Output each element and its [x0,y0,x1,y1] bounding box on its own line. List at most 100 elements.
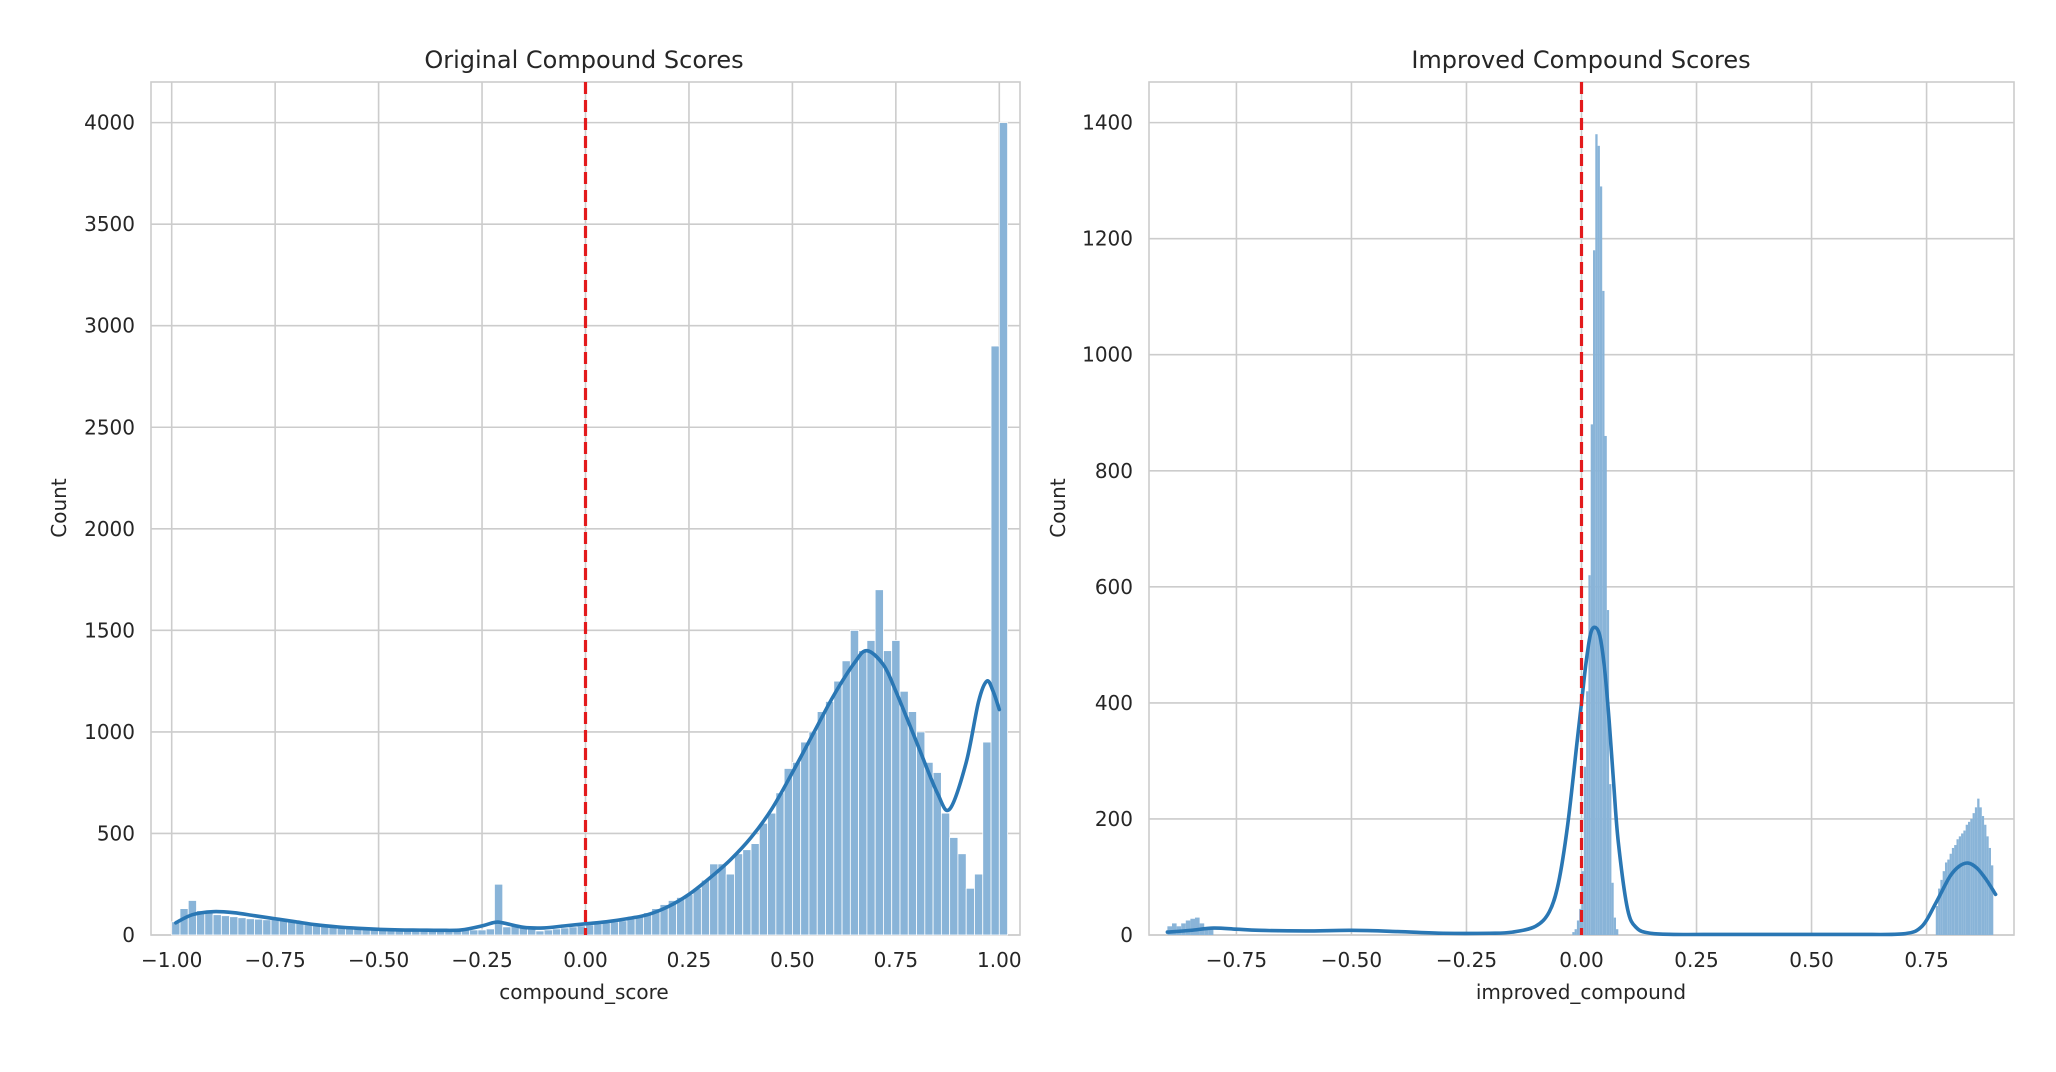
kde-line [1165,625,1998,937]
histogram-bar [783,768,793,936]
histogram-bar [792,761,802,936]
histogram-bar [1606,610,1610,935]
histogram-bar [469,929,479,936]
x-tick-label: 1.00 [977,948,1022,972]
histogram-bar [866,640,876,936]
x-tick-label: 0.00 [1559,948,1604,972]
histogram-bar [1965,824,1968,935]
x-tick-label: −0.75 [244,948,305,972]
histogram-bar [1204,928,1209,935]
histogram-bar [924,761,934,936]
histogram-bar [1970,818,1973,935]
x-tick-label: 0.75 [874,948,919,972]
x-tick-label: 0.50 [1789,948,1834,972]
histogram-bar [1990,865,1994,935]
y-tick-label: 600 [1095,575,1133,599]
histogram-bar [560,927,570,936]
histogram-bar [907,711,917,936]
x-tick-label: 0.75 [1904,948,1949,972]
histogram-bar [1590,424,1594,935]
histogram-bar [1977,798,1980,935]
histogram-bar [758,822,768,936]
histogram-bar [734,853,744,936]
histogram-bar [974,873,984,936]
histogram-bar [1951,847,1955,935]
histogram-bar [874,589,884,936]
histogram-bar [825,701,835,936]
y-tick-label: 1200 [1082,227,1133,251]
histogram-bar [899,690,909,936]
histogram-bar [1599,186,1603,935]
x-tick-label: −0.50 [348,948,409,972]
histogram-bar [204,912,214,936]
histogram-bar [1954,845,1957,935]
histogram-bar [1185,920,1191,935]
chart-title: Improved Compound Scores [1411,46,1750,74]
histogram-bar [593,923,603,936]
histogram-bar [568,926,578,936]
histogram-bar [254,918,264,936]
histogram-bar [998,122,1008,936]
y-tick-label: 1400 [1082,111,1133,135]
histogram-bar [1172,923,1177,935]
x-tick-label: −1.00 [141,948,202,972]
histogram-bar [1947,859,1950,935]
histogram-bar [278,919,288,936]
histogram-bar [1974,807,1978,935]
plot-layer: −1.00 −0.75 −0.50 −0.25 0.00 0.25 0.50 0.75 1.00… [84,81,1022,972]
histogram-bar [742,849,752,936]
x-tick-label: 0.25 [1674,948,1719,972]
histogram-bar [618,920,628,936]
histogram-bar [1595,134,1598,935]
y-axis-label: Count [1046,478,1070,538]
histogram-bar [502,926,512,936]
histogram-bar [1572,932,1575,935]
histogram-bar [1586,691,1589,935]
y-tick-label: 0 [122,923,135,947]
histogram-bar [833,680,843,936]
histogram-bar [940,812,951,936]
histogram-bar [767,812,777,936]
histogram-bar [849,629,860,936]
y-tick-label: 3000 [84,314,135,338]
histogram-bar [1986,836,1989,935]
histogram-bar [1611,882,1614,935]
plot-layer: −0.75 −0.50 −0.25 0.00 0.25 0.50 0.75 0 200 400 60… [1082,81,2015,972]
histogram-bar [1956,839,1959,935]
histogram-bar [883,650,893,936]
histogram-bar [485,928,495,936]
histogram-bar [212,914,222,936]
histogram-bar [1195,917,1200,935]
x-axis-label: compound_score [499,980,668,1004]
histogram-bar [990,345,1000,936]
histogram-bar [1593,250,1596,935]
x-axis-label: improved_compound [1476,980,1686,1004]
x-tick-label: −0.50 [1321,948,1382,972]
histogram-bar [187,900,197,936]
histogram-bar [601,922,611,936]
histogram-bar [1597,145,1600,935]
x-tick-label: 0.25 [667,948,712,972]
histogram-bar [965,887,975,936]
histogram-bar [1938,888,1941,935]
histogram-bar [1958,836,1962,935]
histogram-bar [1574,929,1577,935]
histogram-bar [816,711,826,936]
histogram-bar [229,916,239,936]
histogram-bar [1583,766,1587,935]
histogram-bar [800,741,810,936]
kde-line [174,648,1002,933]
chart-original-compound-scores: −1.00 −0.75 −0.50 −0.25 0.00 0.25 0.50 0.75 1.00… [47,46,1022,1004]
histogram-bar [609,921,620,936]
histogram-bar [1988,847,1991,935]
histogram-bar [262,919,272,936]
histogram-bar [494,883,504,936]
histogram-bar [982,741,992,936]
histogram-bar [1944,862,1948,935]
histogram-bar [1942,871,1945,935]
histogram-bar [1609,784,1612,935]
y-tick-label: 400 [1095,691,1133,715]
histogram-bar [725,873,735,936]
histogram-bar [1208,929,1214,935]
